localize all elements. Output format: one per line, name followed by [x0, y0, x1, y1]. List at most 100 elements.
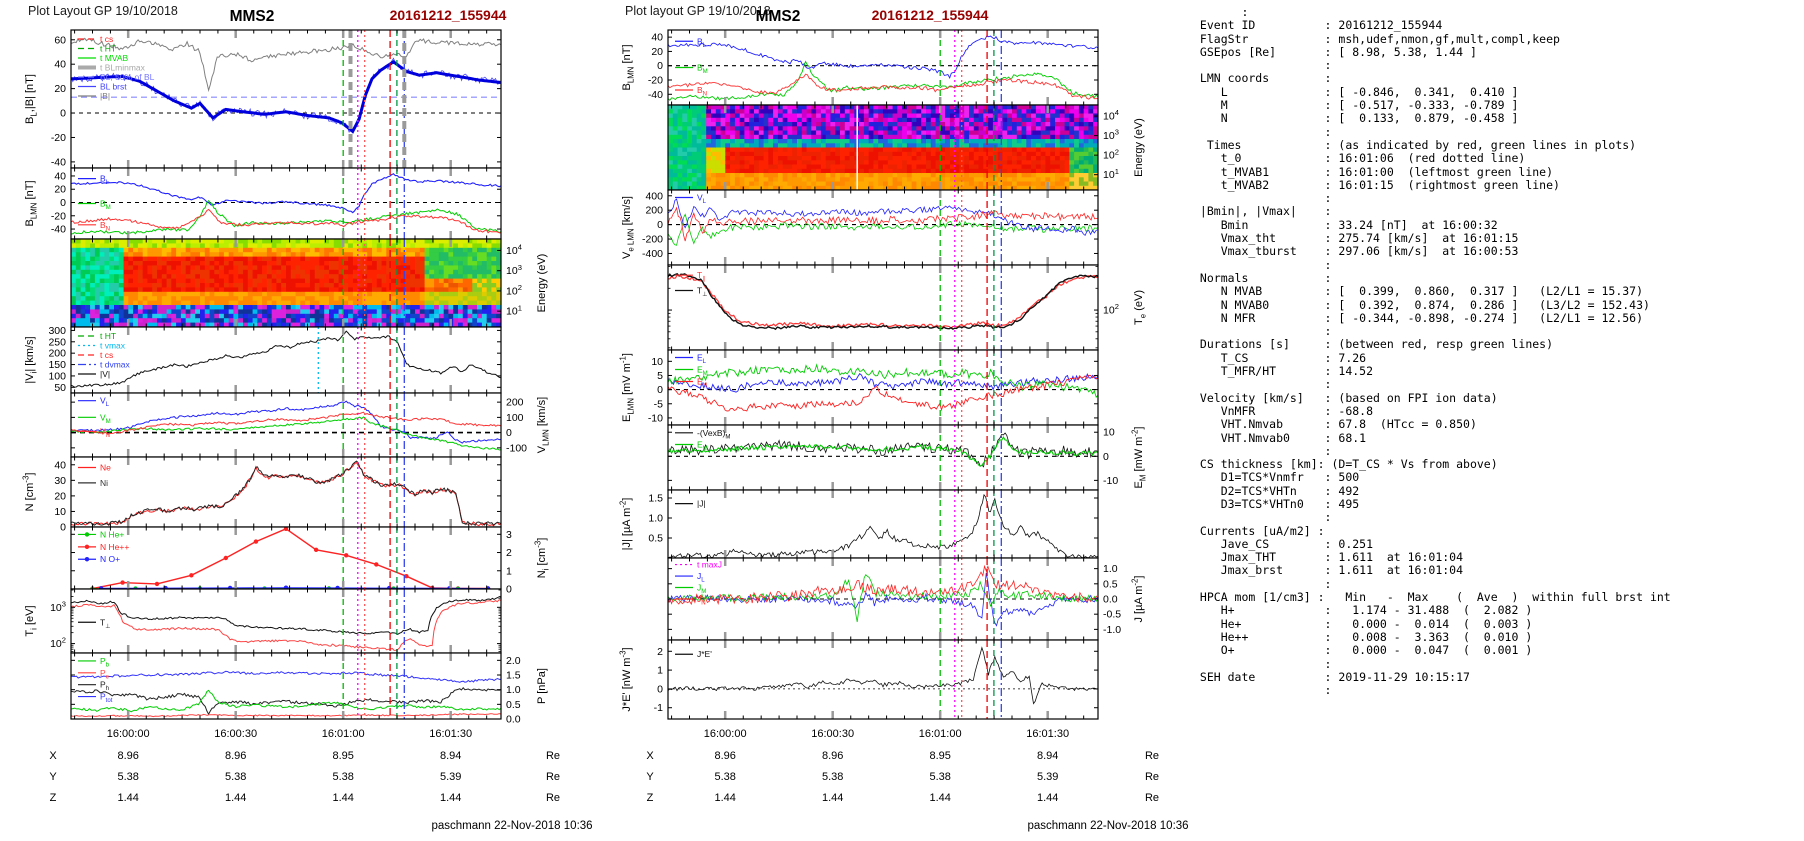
y-tick-label: 1: [657, 665, 663, 677]
series-ni: [71, 460, 501, 527]
position-unit: Re: [546, 750, 560, 762]
panel-M4-electron-temperature: 102 Te (eV) T∥ T⊥: [667, 264, 1147, 351]
panel-L6-density: 40 30 20 10 0 N [cm-3] Ne Ni: [21, 456, 502, 534]
y-tick-label: 1.5: [506, 670, 521, 682]
legend-item: BL: [100, 174, 110, 187]
series-j-l: [668, 573, 1098, 627]
position-unit: Re: [546, 771, 560, 783]
position-value: 1.44: [332, 792, 353, 804]
axis-label-L7-minor-species: Ni [cm-3]: [533, 538, 550, 579]
axis-label-M1-blmn: BLMN [nT]: [621, 44, 635, 90]
series-te-perp: [668, 272, 1098, 331]
y-tick-label: 40: [54, 170, 66, 182]
series-e-m: [668, 435, 1098, 467]
y-tick-label: 2: [657, 646, 663, 658]
position-value: 1.44: [117, 792, 138, 804]
legend-item: N O+: [100, 554, 120, 564]
legend-item: T∥: [697, 270, 705, 283]
time-tick-label: 16:01:30: [429, 728, 472, 740]
time-tick-label: 16:00:00: [107, 728, 150, 740]
position-value: 5.38: [714, 771, 735, 783]
energy-tick-label: 104: [506, 243, 522, 257]
position-unit: Re: [546, 792, 560, 804]
legend-item: |B|: [100, 91, 110, 101]
position-value: 8.95: [332, 750, 353, 762]
position-value: 5.38: [822, 771, 843, 783]
series-v-n: [71, 411, 501, 436]
y-tick-label: 400: [645, 190, 663, 202]
position-unit: Re: [1145, 771, 1159, 783]
position-row-label: Z: [647, 792, 654, 804]
series-b-n: [71, 208, 501, 234]
info-panel: : Event ID : 20161212_155944 FlagStr : m…: [1193, 5, 1671, 697]
y-tick-label: 0: [506, 427, 512, 439]
legend-item: VN: [100, 426, 110, 439]
legend-item: VM: [100, 412, 111, 425]
y-tick-label: 250: [48, 336, 66, 348]
position-value: 8.94: [1037, 750, 1058, 762]
legend-item: EM: [697, 365, 708, 378]
y-tick-label: 1.0: [506, 684, 521, 696]
energy-tick-label: 103: [506, 263, 522, 277]
series-p-e: [71, 713, 501, 718]
position-value: 1.44: [929, 792, 950, 804]
y-tick-label: -20: [51, 132, 66, 144]
series-j-e-: [668, 646, 1098, 705]
y-tick-label: 60: [54, 34, 66, 46]
series-bl: [71, 59, 501, 134]
y-tick-label: 0.0: [1103, 594, 1118, 606]
legend-item: Ne: [100, 463, 111, 473]
legend-item: BM: [697, 63, 708, 76]
position-unit: Re: [1145, 792, 1159, 804]
legend-item: EN: [697, 377, 707, 390]
series-p-tot: [71, 670, 501, 683]
legend-item: t MVAB: [100, 53, 129, 63]
axis-label-M9-je-dissipation: J*E' [nW m-3]: [618, 647, 633, 711]
panel-M7-current-magnitude: 1.5 1.0 0.5 |J| [µA m-2] |J|: [618, 489, 1099, 559]
footer-credit-left: paschmann 22-Nov-2018 10:36: [431, 820, 593, 832]
y-tick-label: 0: [657, 60, 663, 72]
y-tick-label: 3: [506, 529, 512, 541]
series-ve-n: [668, 206, 1098, 242]
position-value: 8.95: [929, 750, 950, 762]
position-row-label: Y: [646, 771, 654, 783]
legend-item: BL brst: [100, 82, 127, 92]
position-row-label: Z: [50, 792, 57, 804]
legend-item: J*E': [697, 649, 712, 659]
legend-item: t cs: [100, 350, 113, 360]
y-tick-label: -200: [642, 234, 663, 246]
y-tick-label: 0: [657, 384, 663, 396]
y-tick-label: 20: [54, 490, 66, 502]
series-t-par: [71, 599, 501, 651]
series-p-b: [71, 689, 501, 713]
y-tick-label: 0: [657, 683, 663, 695]
y-tick-label: 1.0: [1103, 563, 1118, 575]
y-tick-label: -20: [648, 75, 663, 87]
position-value: 8.94: [440, 750, 461, 762]
position-value: 1.44: [822, 792, 843, 804]
position-row-label: X: [49, 750, 57, 762]
legend-item: T⊥: [697, 286, 708, 299]
legend-item: Ph: [100, 680, 109, 693]
panel-M6-vexb-comparison: 10 0 -10 EM [mW m-2] -(VexB)MEM: [667, 424, 1147, 491]
y-tick-label: -400: [642, 248, 663, 260]
y-tick-label: 0: [657, 219, 663, 231]
y-tick-label: 0: [1103, 451, 1109, 463]
position-value: 1.44: [225, 792, 246, 804]
panel-M3-ve-lmn: 400 200 0 -200 -400 Ve LMN [km/s] VL: [621, 189, 1099, 266]
legend-item: BM: [100, 199, 111, 212]
series-n-he-: [92, 528, 489, 589]
y-tick-label: 1.0: [648, 513, 663, 525]
y-tick-label: -100: [506, 442, 527, 454]
y-tick-label: 1: [506, 565, 512, 577]
legend-item: Pe: [100, 668, 110, 681]
legend-item: t cs: [100, 34, 113, 44]
event-id-left: 20161212_155944: [389, 7, 507, 23]
y-tick-label: 0.0: [506, 714, 521, 726]
y-tick-label: 0: [60, 197, 66, 209]
legend-item: |J|: [697, 499, 706, 509]
